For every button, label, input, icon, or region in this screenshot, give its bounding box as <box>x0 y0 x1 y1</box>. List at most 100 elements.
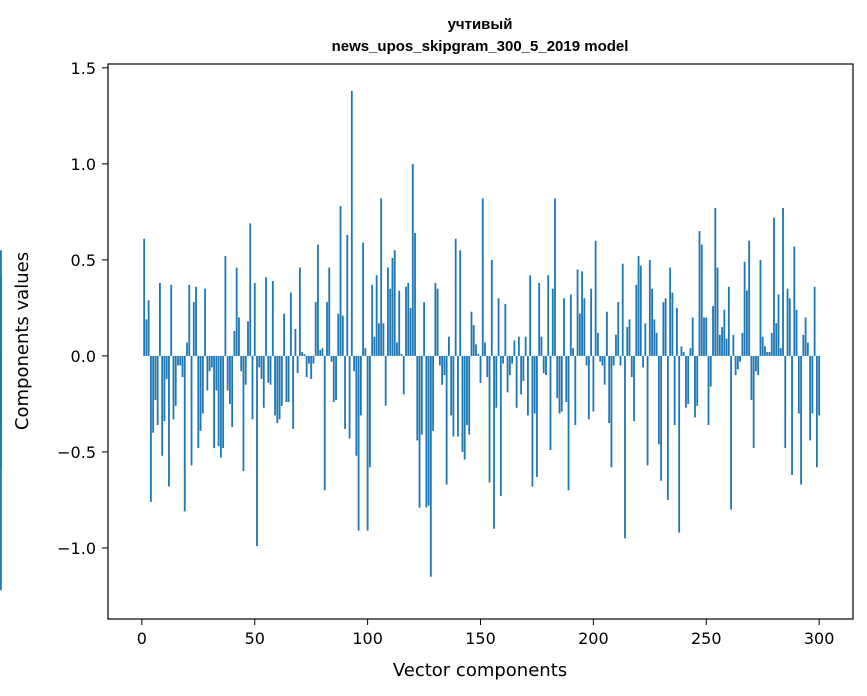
bar <box>517 336 520 356</box>
bar <box>590 288 593 356</box>
bar <box>691 317 694 356</box>
bar <box>459 250 462 356</box>
bar <box>569 294 572 356</box>
bar <box>504 304 507 356</box>
bar <box>791 355 793 475</box>
bar <box>601 355 604 366</box>
bar <box>671 292 674 356</box>
bar <box>159 282 161 356</box>
bar <box>335 355 337 401</box>
bar <box>527 355 529 416</box>
bar <box>549 355 552 450</box>
bar <box>700 244 703 356</box>
bar <box>779 348 782 356</box>
bar <box>490 259 493 356</box>
bar <box>508 355 511 376</box>
bar <box>617 302 620 356</box>
bar <box>770 332 773 356</box>
bar <box>362 242 365 356</box>
bar <box>716 267 719 356</box>
bar <box>452 355 455 437</box>
bar <box>210 355 213 368</box>
bar <box>606 311 608 356</box>
bar <box>423 302 425 356</box>
x-tick-label: 150 <box>465 629 496 648</box>
bar <box>497 298 500 356</box>
bar <box>269 355 272 385</box>
bar <box>558 355 561 414</box>
bar <box>308 355 310 364</box>
bar <box>149 355 152 502</box>
bar <box>244 355 247 385</box>
bar <box>545 355 547 376</box>
bar <box>224 256 227 356</box>
bar <box>332 355 335 402</box>
bar <box>694 355 696 418</box>
bar <box>217 355 220 447</box>
bar <box>378 323 380 356</box>
bar <box>592 355 595 412</box>
bar <box>766 352 769 356</box>
bar <box>177 355 179 366</box>
bar <box>289 292 292 356</box>
bar <box>348 355 351 439</box>
bar <box>276 355 279 424</box>
bar <box>387 267 389 356</box>
bar <box>402 355 405 395</box>
bar <box>775 323 778 356</box>
bar <box>563 298 565 356</box>
bar <box>689 348 692 356</box>
bar <box>222 355 225 449</box>
bar <box>499 355 502 497</box>
bar <box>416 355 419 441</box>
bar <box>680 346 683 356</box>
bar <box>466 355 468 426</box>
bar <box>596 332 599 356</box>
bar <box>346 234 349 356</box>
bar <box>454 238 457 356</box>
bar <box>594 240 597 356</box>
chart-title: учтивый <box>448 16 513 33</box>
bar <box>698 231 701 356</box>
bar <box>651 288 653 356</box>
bar <box>285 355 288 402</box>
y-tick-label: 1.5 <box>71 59 96 78</box>
bar <box>256 355 258 547</box>
bar <box>554 198 556 356</box>
bar <box>305 355 308 378</box>
bar <box>447 336 450 356</box>
bar <box>380 198 383 356</box>
bar <box>253 282 256 356</box>
bar <box>280 355 283 406</box>
bar <box>757 355 760 376</box>
bar <box>364 348 367 356</box>
bar <box>145 319 148 356</box>
bar <box>432 355 434 431</box>
bar <box>818 355 821 416</box>
bar <box>800 355 802 485</box>
bar <box>479 355 482 383</box>
bar <box>172 355 175 420</box>
bar <box>382 323 385 356</box>
bar <box>477 353 480 356</box>
bar <box>603 355 606 385</box>
bar <box>219 355 222 458</box>
bar <box>179 355 182 366</box>
y-axis: −1.0 −0.5 0.0 0.5 1.0 1.5 <box>57 59 108 558</box>
y-axis-label: Components values <box>12 252 33 430</box>
bar <box>682 352 685 356</box>
bar <box>350 90 353 356</box>
bar <box>0 355 2 591</box>
bar <box>644 323 647 356</box>
bar <box>168 355 170 487</box>
bar <box>529 275 532 356</box>
bar <box>524 336 527 356</box>
bar <box>673 355 676 426</box>
bar <box>639 265 642 356</box>
bar <box>215 355 218 391</box>
bar <box>493 355 495 529</box>
bar <box>723 309 726 356</box>
bar <box>488 355 491 483</box>
bar <box>777 294 780 356</box>
